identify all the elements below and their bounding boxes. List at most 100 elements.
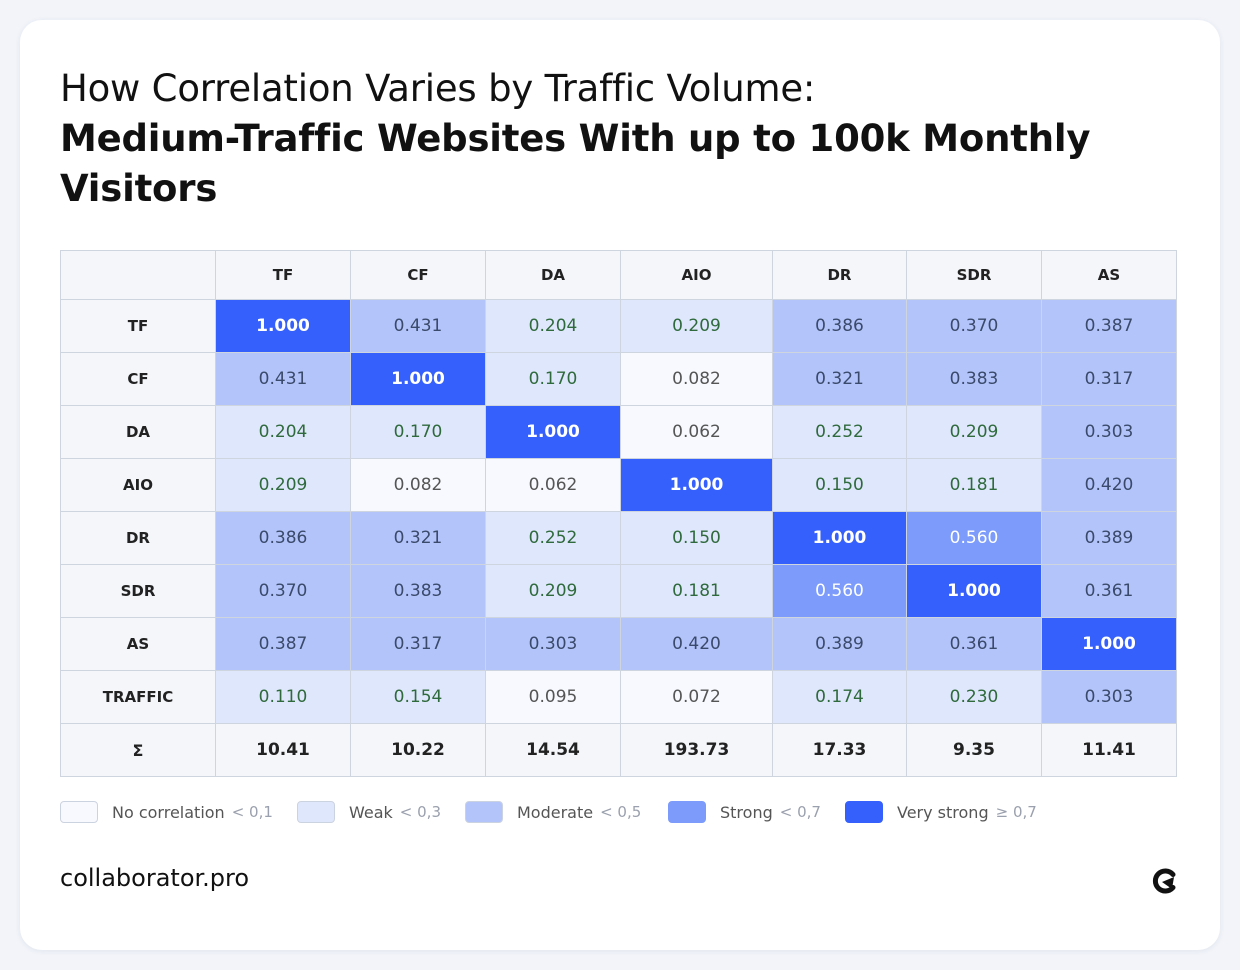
sum-row: Σ 10.41 10.22 14.54 193.73 17.33 9.35 11.41 (60, 723, 1177, 777)
heatmap-cell-traffic-dr: 0.174 (772, 670, 907, 724)
heatmap-cell-traffic-cf: 0.154 (350, 670, 486, 724)
row-header-traffic: TRAFFIC (60, 670, 216, 724)
heatmap-cell-as-da: 0.303 (485, 617, 621, 671)
heatmap-cell-dr-aio: 0.150 (620, 511, 773, 565)
column-header-row: TF CF DA AIO DR SDR AS (60, 250, 1177, 300)
brand-name: collaborator.pro (60, 864, 250, 892)
column-header-sdr: SDR (906, 250, 1042, 300)
legend-label: Strong (720, 802, 773, 822)
row-header-as: AS (60, 617, 216, 671)
row-header-sdr: SDR (60, 564, 216, 618)
heatmap-cell-aio-sdr: 0.181 (906, 458, 1042, 512)
heatmap-cell-da-as: 0.303 (1041, 405, 1177, 459)
legend-item-very-strong: Very strong ≥ 0,7 (845, 798, 1037, 826)
legend-label: Moderate (517, 802, 594, 822)
matrix-row-aio: AIO 0.209 0.082 0.062 1.000 0.150 0.181 0.420 (60, 458, 1177, 512)
heatmap-cell-aio-cf: 0.082 (350, 458, 486, 512)
heatmap-cell-as-cf: 0.317 (350, 617, 486, 671)
legend-label: No correlation (112, 802, 225, 822)
heatmap-cell-aio-dr: 0.150 (772, 458, 907, 512)
heatmap-cell-tf-as: 0.387 (1041, 299, 1177, 353)
heatmap-cell-traffic-da: 0.095 (485, 670, 621, 724)
heatmap-cell-aio-as: 0.420 (1041, 458, 1177, 512)
title-line-2: Medium-Traffic Websites With up to 100k … (60, 117, 1091, 210)
legend-item-strong: Strong < 0,7 (668, 798, 821, 826)
heatmap-cell-sdr-da: 0.209 (485, 564, 621, 618)
correlation-matrix: TF CF DA AIO DR SDR AS TF 1.000 0.431 0.204 0.209 0… (60, 250, 1177, 777)
sum-cell-dr: 17.33 (772, 723, 907, 777)
legend-swatch (60, 801, 98, 823)
row-header-da: DA (60, 405, 216, 459)
column-header-dr: DR (772, 250, 907, 300)
heatmap-cell-cf-aio: 0.082 (620, 352, 773, 406)
sum-cell-as: 11.41 (1041, 723, 1177, 777)
matrix-row-da: DA 0.204 0.170 1.000 0.062 0.252 0.209 0.303 (60, 405, 1177, 459)
infographic-card: How Correlation Varies by Traffic Volume… (20, 20, 1220, 950)
column-header-cf: CF (350, 250, 486, 300)
heatmap-cell-traffic-aio: 0.072 (620, 670, 773, 724)
heatmap-cell-aio-da: 0.062 (485, 458, 621, 512)
heatmap-cell-aio-tf: 0.209 (215, 458, 351, 512)
sum-cell-sdr: 9.35 (906, 723, 1042, 777)
matrix-row-sdr: SDR 0.370 0.383 0.209 0.181 0.560 1.000 0.361 (60, 564, 1177, 618)
heatmap-cell-as-aio: 0.420 (620, 617, 773, 671)
column-header-da: DA (485, 250, 621, 300)
column-header-aio: AIO (620, 250, 773, 300)
legend-threshold: < 0,7 (779, 803, 821, 821)
matrix-body: TF 1.000 0.431 0.204 0.209 0.386 0.370 0.387 CF 0… (60, 299, 1177, 777)
heatmap-cell-da-tf: 0.204 (215, 405, 351, 459)
title-line-1: How Correlation Varies by Traffic Volume… (60, 67, 816, 110)
heatmap-cell-traffic-tf: 0.110 (215, 670, 351, 724)
matrix-row-cf: CF 0.431 1.000 0.170 0.082 0.321 0.383 0.317 (60, 352, 1177, 406)
heatmap-cell-tf-sdr: 0.370 (906, 299, 1042, 353)
heatmap-cell-as-dr: 0.389 (772, 617, 907, 671)
legend-threshold: < 0,5 (600, 803, 642, 821)
heatmap-cell-as-as: 1.000 (1041, 617, 1177, 671)
heatmap-cell-sdr-as: 0.361 (1041, 564, 1177, 618)
sum-cell-aio: 193.73 (620, 723, 773, 777)
heatmap-cell-as-sdr: 0.361 (906, 617, 1042, 671)
legend-swatch (668, 801, 706, 823)
matrix-row-tf: TF 1.000 0.431 0.204 0.209 0.386 0.370 0.387 (60, 299, 1177, 353)
column-header-tf: TF (215, 250, 351, 300)
heatmap-cell-cf-dr: 0.321 (772, 352, 907, 406)
heatmap-cell-traffic-as: 0.303 (1041, 670, 1177, 724)
heatmap-cell-da-cf: 0.170 (350, 405, 486, 459)
heatmap-cell-tf-tf: 1.000 (215, 299, 351, 353)
heatmap-cell-dr-sdr: 0.560 (906, 511, 1042, 565)
heatmap-cell-dr-tf: 0.386 (215, 511, 351, 565)
heatmap-cell-tf-da: 0.204 (485, 299, 621, 353)
heatmap-cell-dr-cf: 0.321 (350, 511, 486, 565)
heatmap-cell-sdr-sdr: 1.000 (906, 564, 1042, 618)
sum-cell-da: 14.54 (485, 723, 621, 777)
corner-cell (60, 250, 216, 300)
chart-title: How Correlation Varies by Traffic Volume… (60, 64, 1180, 214)
heatmap-cell-dr-dr: 1.000 (772, 511, 907, 565)
matrix-row-traffic: TRAFFIC 0.110 0.154 0.095 0.072 0.174 0.230 0.3… (60, 670, 1177, 724)
legend-item-no-correlation: No correlation < 0,1 (60, 798, 273, 826)
heatmap-cell-da-da: 1.000 (485, 405, 621, 459)
legend-label: Weak (349, 802, 393, 822)
heatmap-cell-tf-aio: 0.209 (620, 299, 773, 353)
heatmap-cell-da-sdr: 0.209 (906, 405, 1042, 459)
heatmap-cell-cf-tf: 0.431 (215, 352, 351, 406)
heatmap-cell-sdr-aio: 0.181 (620, 564, 773, 618)
sum-cell-tf: 10.41 (215, 723, 351, 777)
legend-label: Very strong (897, 802, 989, 822)
row-header-aio: AIO (60, 458, 216, 512)
legend-threshold: < 0,3 (399, 803, 441, 821)
heatmap-cell-cf-sdr: 0.383 (906, 352, 1042, 406)
row-header-dr: DR (60, 511, 216, 565)
row-header-tf: TF (60, 299, 216, 353)
legend-swatch (465, 801, 503, 823)
legend-threshold: < 0,1 (231, 803, 273, 821)
heatmap-cell-tf-cf: 0.431 (350, 299, 486, 353)
matrix-row-dr: DR 0.386 0.321 0.252 0.150 1.000 0.560 0.389 (60, 511, 1177, 565)
collaborator-logo-icon (1152, 868, 1176, 894)
legend-item-moderate: Moderate < 0,5 (465, 798, 641, 826)
legend-swatch (297, 801, 335, 823)
heatmap-cell-cf-da: 0.170 (485, 352, 621, 406)
legend-threshold: ≥ 0,7 (995, 803, 1037, 821)
matrix-row-as: AS 0.387 0.317 0.303 0.420 0.389 0.361 1.000 (60, 617, 1177, 671)
heatmap-cell-cf-as: 0.317 (1041, 352, 1177, 406)
